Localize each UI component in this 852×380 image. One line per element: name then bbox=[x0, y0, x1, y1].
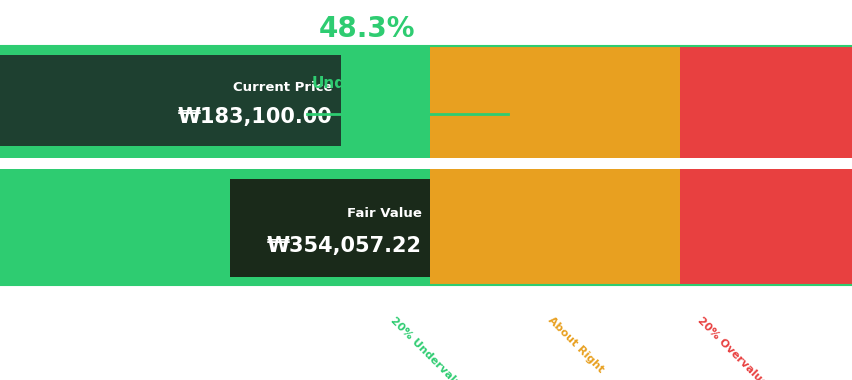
Text: ₩354,057.22: ₩354,057.22 bbox=[266, 236, 421, 256]
Bar bbox=[679, 169, 852, 285]
Bar bbox=[679, 46, 852, 158]
Bar bbox=[230, 179, 429, 277]
Bar bbox=[429, 46, 679, 158]
Bar bbox=[429, 169, 679, 285]
Text: 48.3%: 48.3% bbox=[318, 15, 415, 43]
Text: Current Price: Current Price bbox=[233, 81, 332, 93]
Text: ₩183,100.00: ₩183,100.00 bbox=[178, 107, 332, 127]
Text: Undervalued: Undervalued bbox=[312, 76, 421, 91]
Text: About Right: About Right bbox=[545, 315, 605, 375]
Bar bbox=[0, 169, 429, 285]
Text: 20% Overvalued: 20% Overvalued bbox=[694, 315, 774, 380]
Bar bbox=[0, 46, 429, 158]
Text: Fair Value: Fair Value bbox=[346, 207, 421, 220]
Text: 20% Undervalued: 20% Undervalued bbox=[388, 315, 472, 380]
Bar bbox=[0, 55, 341, 146]
